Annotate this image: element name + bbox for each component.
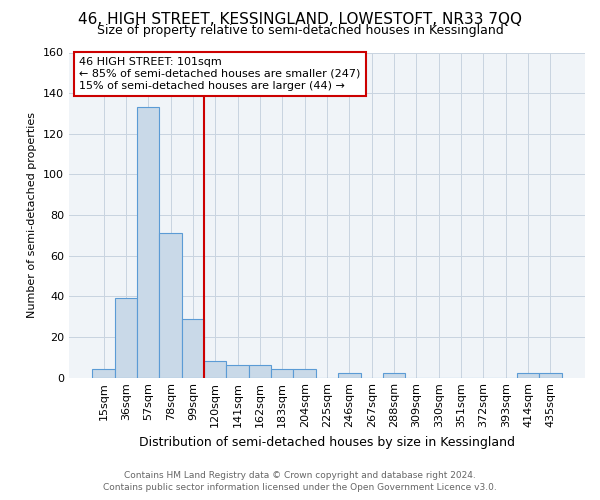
Bar [249, 366, 271, 378]
X-axis label: Distribution of semi-detached houses by size in Kessingland: Distribution of semi-detached houses by … [139, 436, 515, 449]
Y-axis label: Number of semi-detached properties: Number of semi-detached properties [28, 112, 37, 318]
Bar [92, 370, 115, 378]
Bar [383, 374, 405, 378]
Bar [539, 374, 562, 378]
Bar [182, 318, 204, 378]
Text: Contains HM Land Registry data © Crown copyright and database right 2024.
Contai: Contains HM Land Registry data © Crown c… [103, 471, 497, 492]
Bar [226, 366, 249, 378]
Bar [115, 298, 137, 378]
Bar [137, 108, 160, 378]
Bar [271, 370, 293, 378]
Bar [338, 374, 361, 378]
Text: 46, HIGH STREET, KESSINGLAND, LOWESTOFT, NR33 7QQ: 46, HIGH STREET, KESSINGLAND, LOWESTOFT,… [78, 12, 522, 26]
Bar [517, 374, 539, 378]
Bar [293, 370, 316, 378]
Bar [204, 361, 226, 378]
Text: Size of property relative to semi-detached houses in Kessingland: Size of property relative to semi-detach… [97, 24, 503, 37]
Bar [160, 234, 182, 378]
Text: 46 HIGH STREET: 101sqm
← 85% of semi-detached houses are smaller (247)
15% of se: 46 HIGH STREET: 101sqm ← 85% of semi-det… [79, 58, 361, 90]
